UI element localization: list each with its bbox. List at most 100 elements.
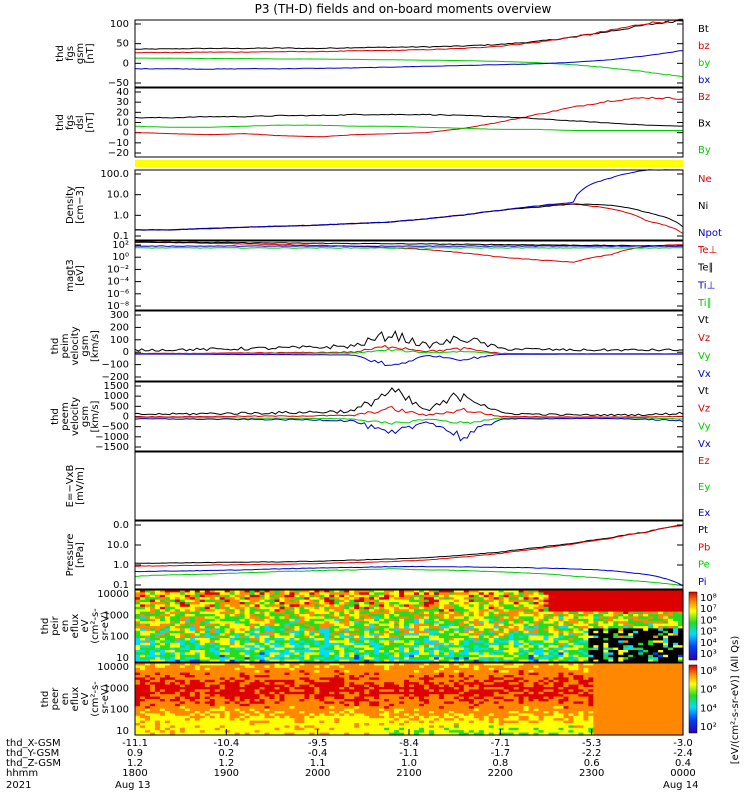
heatmap-cell xyxy=(533,645,540,649)
heatmap-cell xyxy=(543,652,550,656)
heatmap-cell xyxy=(438,687,445,690)
heatmap-cell xyxy=(264,594,271,598)
heatmap-cell xyxy=(658,687,664,690)
heatmap-cell xyxy=(239,675,246,678)
heatmap-cell xyxy=(204,635,211,639)
heatmap-cell xyxy=(628,675,634,678)
heatmap-cell xyxy=(149,626,156,629)
heatmap-cell xyxy=(219,635,226,639)
heatmap-cell xyxy=(169,630,176,634)
heatmap-cell xyxy=(394,592,400,596)
heatmap-cell xyxy=(668,670,674,674)
heatmap-cell xyxy=(144,657,151,661)
heatmap-cell xyxy=(518,618,525,622)
heatmap-cell xyxy=(344,602,350,605)
heatmap-cell xyxy=(304,592,310,596)
heatmap-cell xyxy=(413,604,420,608)
heatmap-cell xyxy=(538,592,545,596)
heatmap-cell xyxy=(409,659,415,663)
heatmap-cell xyxy=(269,654,276,658)
heatmap-cell xyxy=(259,614,266,617)
heatmap-cell xyxy=(533,590,540,593)
heatmap-cell xyxy=(169,675,176,678)
heatmap-cell xyxy=(344,606,350,610)
heatmap-cell xyxy=(194,628,201,632)
heatmap-cell xyxy=(359,682,365,686)
heatmap-cell xyxy=(254,635,261,639)
heatmap-cell xyxy=(269,623,276,627)
heatmap-cell xyxy=(643,647,649,651)
heatmap-cell xyxy=(508,616,515,620)
heatmap-cell xyxy=(384,647,390,651)
heatmap-cell xyxy=(399,614,405,617)
heatmap-cell xyxy=(548,663,555,666)
heatmap-cell xyxy=(533,611,540,615)
heatmap-cell xyxy=(214,590,221,593)
heatmap-cell xyxy=(543,621,550,625)
heatmap-cell xyxy=(214,616,221,620)
heatmap-cell xyxy=(653,602,659,605)
heatmap-cell xyxy=(613,665,619,669)
heatmap-cell xyxy=(413,642,420,646)
heatmap-cell xyxy=(299,677,305,681)
heatmap-cell xyxy=(194,618,201,622)
heatmap-cell xyxy=(623,616,629,620)
heatmap-cell xyxy=(428,652,435,656)
heatmap-cell xyxy=(538,647,545,651)
heatmap-cell xyxy=(164,606,171,610)
heatmap-cell xyxy=(443,689,450,693)
heatmap-cell xyxy=(503,590,510,593)
heatmap-cell xyxy=(394,640,400,644)
heatmap-cell xyxy=(608,635,614,639)
heatmap-cell xyxy=(468,618,475,622)
heatmap-cell xyxy=(518,609,525,613)
heatmap-cell xyxy=(179,640,186,644)
heatmap-cell xyxy=(543,642,550,646)
heatmap-cell xyxy=(678,640,684,644)
heatmap-cell xyxy=(149,606,156,610)
heatmap-cell xyxy=(274,599,281,603)
heatmap-cell xyxy=(558,659,565,663)
heatmap-cell xyxy=(438,614,445,617)
heatmap-cell xyxy=(603,590,609,593)
heatmap-cell xyxy=(603,665,609,669)
heatmap-cell xyxy=(279,640,286,644)
heatmap-cell xyxy=(279,597,286,601)
heatmap-cell xyxy=(319,614,325,617)
heatmap-cell xyxy=(643,635,649,639)
heatmap-cell xyxy=(573,642,579,646)
heatmap-cell xyxy=(493,659,500,663)
heatmap-cell xyxy=(663,614,669,617)
heatmap-cell xyxy=(453,642,460,646)
heatmap-cell xyxy=(638,654,644,658)
series-line-Ni xyxy=(134,203,684,231)
heatmap-cell xyxy=(364,687,370,690)
heatmap-cell xyxy=(289,621,296,625)
heatmap-cell xyxy=(578,650,584,653)
heatmap-cell xyxy=(568,670,574,674)
heatmap-cell xyxy=(274,687,281,690)
heatmap-cell xyxy=(384,621,390,625)
heatmap-cell xyxy=(314,618,320,622)
heatmap-cell xyxy=(578,647,584,651)
heatmap-cell xyxy=(279,667,286,671)
heatmap-cell xyxy=(528,614,535,617)
heatmap-cell xyxy=(608,659,614,663)
heatmap-cell xyxy=(289,618,296,622)
heatmap-cell xyxy=(204,670,211,674)
heatmap-cell xyxy=(309,670,315,674)
heatmap-cell xyxy=(608,614,614,617)
heatmap-cell xyxy=(354,659,360,663)
heatmap-cell xyxy=(493,672,500,676)
heatmap-cell xyxy=(443,640,450,644)
heatmap-cell xyxy=(478,659,485,663)
heatmap-cell xyxy=(463,691,470,695)
heatmap-cell xyxy=(404,672,410,676)
heatmap-cell xyxy=(593,691,599,695)
heatmap-cell xyxy=(379,682,385,686)
heatmap-cell xyxy=(608,687,614,690)
heatmap-cell xyxy=(314,614,320,617)
heatmap-cell xyxy=(563,684,570,688)
heatmap-cell xyxy=(299,679,305,683)
heatmap-cell xyxy=(154,667,161,671)
